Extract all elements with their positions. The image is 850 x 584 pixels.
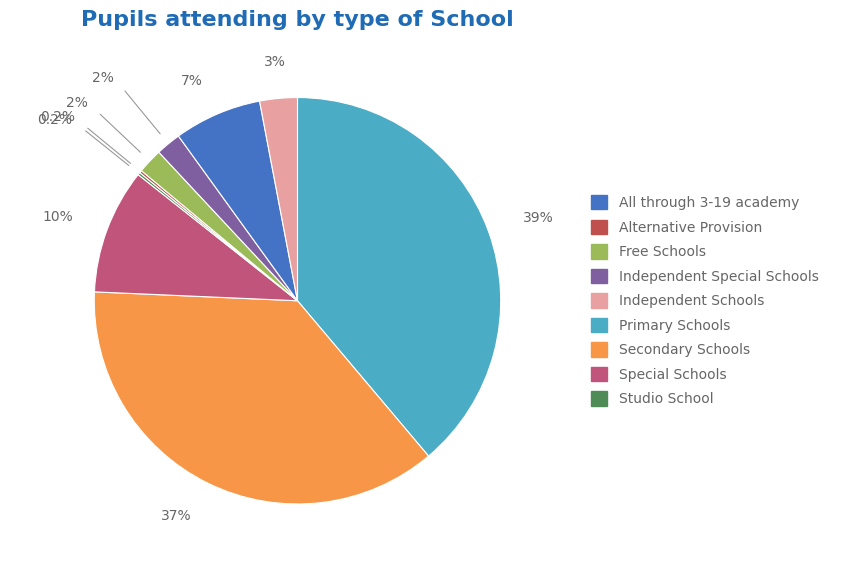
Wedge shape: [94, 175, 298, 301]
Wedge shape: [259, 98, 298, 301]
Legend: All through 3-19 academy, Alternative Provision, Free Schools, Independent Speci: All through 3-19 academy, Alternative Pr…: [584, 188, 825, 413]
Wedge shape: [178, 101, 298, 301]
Wedge shape: [141, 152, 298, 301]
Wedge shape: [139, 173, 298, 301]
Title: Pupils attending by type of School: Pupils attending by type of School: [81, 10, 514, 30]
Text: 39%: 39%: [523, 211, 553, 225]
Wedge shape: [298, 98, 501, 456]
Text: 37%: 37%: [162, 509, 192, 523]
Wedge shape: [139, 171, 298, 301]
Wedge shape: [94, 292, 428, 504]
Wedge shape: [159, 136, 298, 301]
Text: 2%: 2%: [66, 96, 88, 110]
Text: 2%: 2%: [93, 71, 114, 85]
Text: 0.2%: 0.2%: [40, 110, 75, 124]
Text: 3%: 3%: [264, 55, 286, 69]
Text: 0.2%: 0.2%: [37, 113, 72, 127]
Text: 10%: 10%: [42, 210, 73, 224]
Text: 7%: 7%: [181, 74, 202, 88]
